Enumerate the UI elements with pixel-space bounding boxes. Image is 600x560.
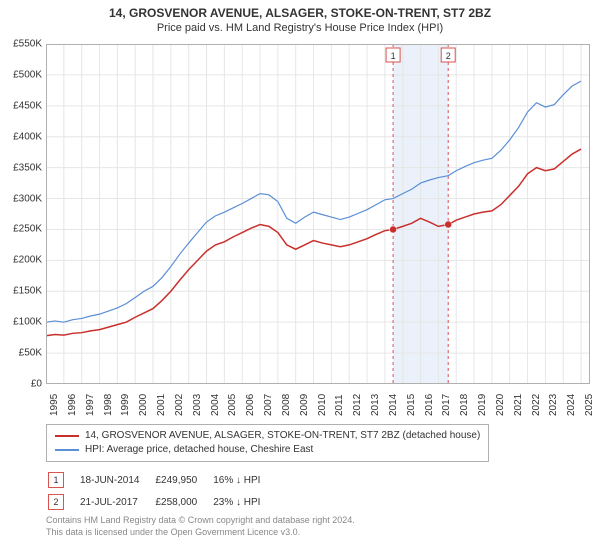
legend-label-price: 14, GROSVENOR AVENUE, ALSAGER, STOKE-ON-… (85, 429, 480, 443)
x-tick-label: 2012 (352, 394, 363, 416)
x-tick-label: 2018 (459, 394, 470, 416)
x-tick-label: 2024 (566, 394, 577, 416)
marker-num-box: 2 (48, 494, 64, 510)
x-tick-label: 2015 (406, 394, 417, 416)
y-tick-label: £500K (13, 69, 42, 80)
plot-area: 12 (46, 44, 590, 384)
legend-swatch-price (55, 435, 79, 437)
y-tick-label: £200K (13, 255, 42, 266)
y-tick-label: £400K (13, 131, 42, 142)
x-tick-label: 2007 (263, 394, 274, 416)
y-tick-label: £250K (13, 224, 42, 235)
x-tick-label: 2016 (424, 394, 435, 416)
legend-label-hpi: HPI: Average price, detached house, Ches… (85, 443, 313, 457)
marker-date: 18-JUN-2014 (80, 470, 153, 490)
x-tick-label: 2009 (299, 394, 310, 416)
x-tick-label: 2005 (227, 394, 238, 416)
x-tick-label: 2011 (334, 394, 345, 416)
y-tick-label: £450K (13, 100, 42, 111)
chart-subtitle: Price paid vs. HM Land Registry's House … (0, 20, 600, 34)
y-tick-label: £100K (13, 317, 42, 328)
x-tick-label: 2019 (477, 394, 488, 416)
x-tick-label: 2021 (513, 394, 524, 416)
footer-line1: Contains HM Land Registry data © Crown c… (46, 514, 355, 526)
chart-container: 14, GROSVENOR AVENUE, ALSAGER, STOKE-ON-… (0, 0, 600, 560)
footer-line2: This data is licensed under the Open Gov… (46, 526, 355, 538)
x-tick-label: 2023 (548, 394, 559, 416)
x-tick-label: 2003 (192, 394, 203, 416)
marker-row: 1 18-JUN-2014£249,95016% ↓ HPI (48, 470, 274, 490)
marker-date: 21-JUL-2017 (80, 492, 153, 512)
legend: 14, GROSVENOR AVENUE, ALSAGER, STOKE-ON-… (46, 424, 489, 462)
legend-item-hpi: HPI: Average price, detached house, Ches… (55, 443, 480, 457)
x-tick-label: 1997 (85, 394, 96, 416)
x-tick-label: 1998 (103, 394, 114, 416)
x-tick-label: 2002 (174, 394, 185, 416)
x-tick-label: 2013 (370, 394, 381, 416)
legend-item-price: 14, GROSVENOR AVENUE, ALSAGER, STOKE-ON-… (55, 429, 480, 443)
x-tick-label: 1999 (120, 394, 131, 416)
x-tick-label: 2000 (138, 394, 149, 416)
marker-num-box: 1 (48, 472, 64, 488)
y-tick-label: £350K (13, 162, 42, 173)
x-tick-label: 2004 (210, 394, 221, 416)
x-tick-label: 2006 (245, 394, 256, 416)
svg-text:1: 1 (391, 51, 396, 61)
x-tick-label: 2020 (495, 394, 506, 416)
svg-text:2: 2 (446, 51, 451, 61)
x-tick-label: 1996 (67, 394, 78, 416)
y-tick-label: £300K (13, 193, 42, 204)
x-tick-label: 2008 (281, 394, 292, 416)
x-tick-label: 1995 (49, 394, 60, 416)
y-tick-label: £0 (31, 379, 42, 390)
x-tick-label: 2017 (441, 394, 452, 416)
marker-price: £258,000 (155, 492, 211, 512)
marker-delta: 16% ↓ HPI (213, 470, 274, 490)
marker-row: 2 21-JUL-2017£258,00023% ↓ HPI (48, 492, 274, 512)
x-tick-label: 2010 (317, 394, 328, 416)
chart-svg: 12 (46, 44, 590, 384)
legend-swatch-hpi (55, 449, 79, 451)
x-tick-label: 2001 (156, 394, 167, 416)
x-tick-label: 2022 (531, 394, 542, 416)
marker-delta: 23% ↓ HPI (213, 492, 274, 512)
chart-title: 14, GROSVENOR AVENUE, ALSAGER, STOKE-ON-… (0, 0, 600, 20)
x-tick-label: 2014 (388, 394, 399, 416)
marker-price: £249,950 (155, 470, 211, 490)
x-tick-label: 2025 (584, 394, 595, 416)
y-tick-label: £50K (19, 348, 42, 359)
y-tick-label: £150K (13, 286, 42, 297)
y-tick-label: £550K (13, 39, 42, 50)
footer-text: Contains HM Land Registry data © Crown c… (46, 514, 355, 538)
markers-table: 1 18-JUN-2014£249,95016% ↓ HPI 2 21-JUL-201… (46, 468, 276, 514)
